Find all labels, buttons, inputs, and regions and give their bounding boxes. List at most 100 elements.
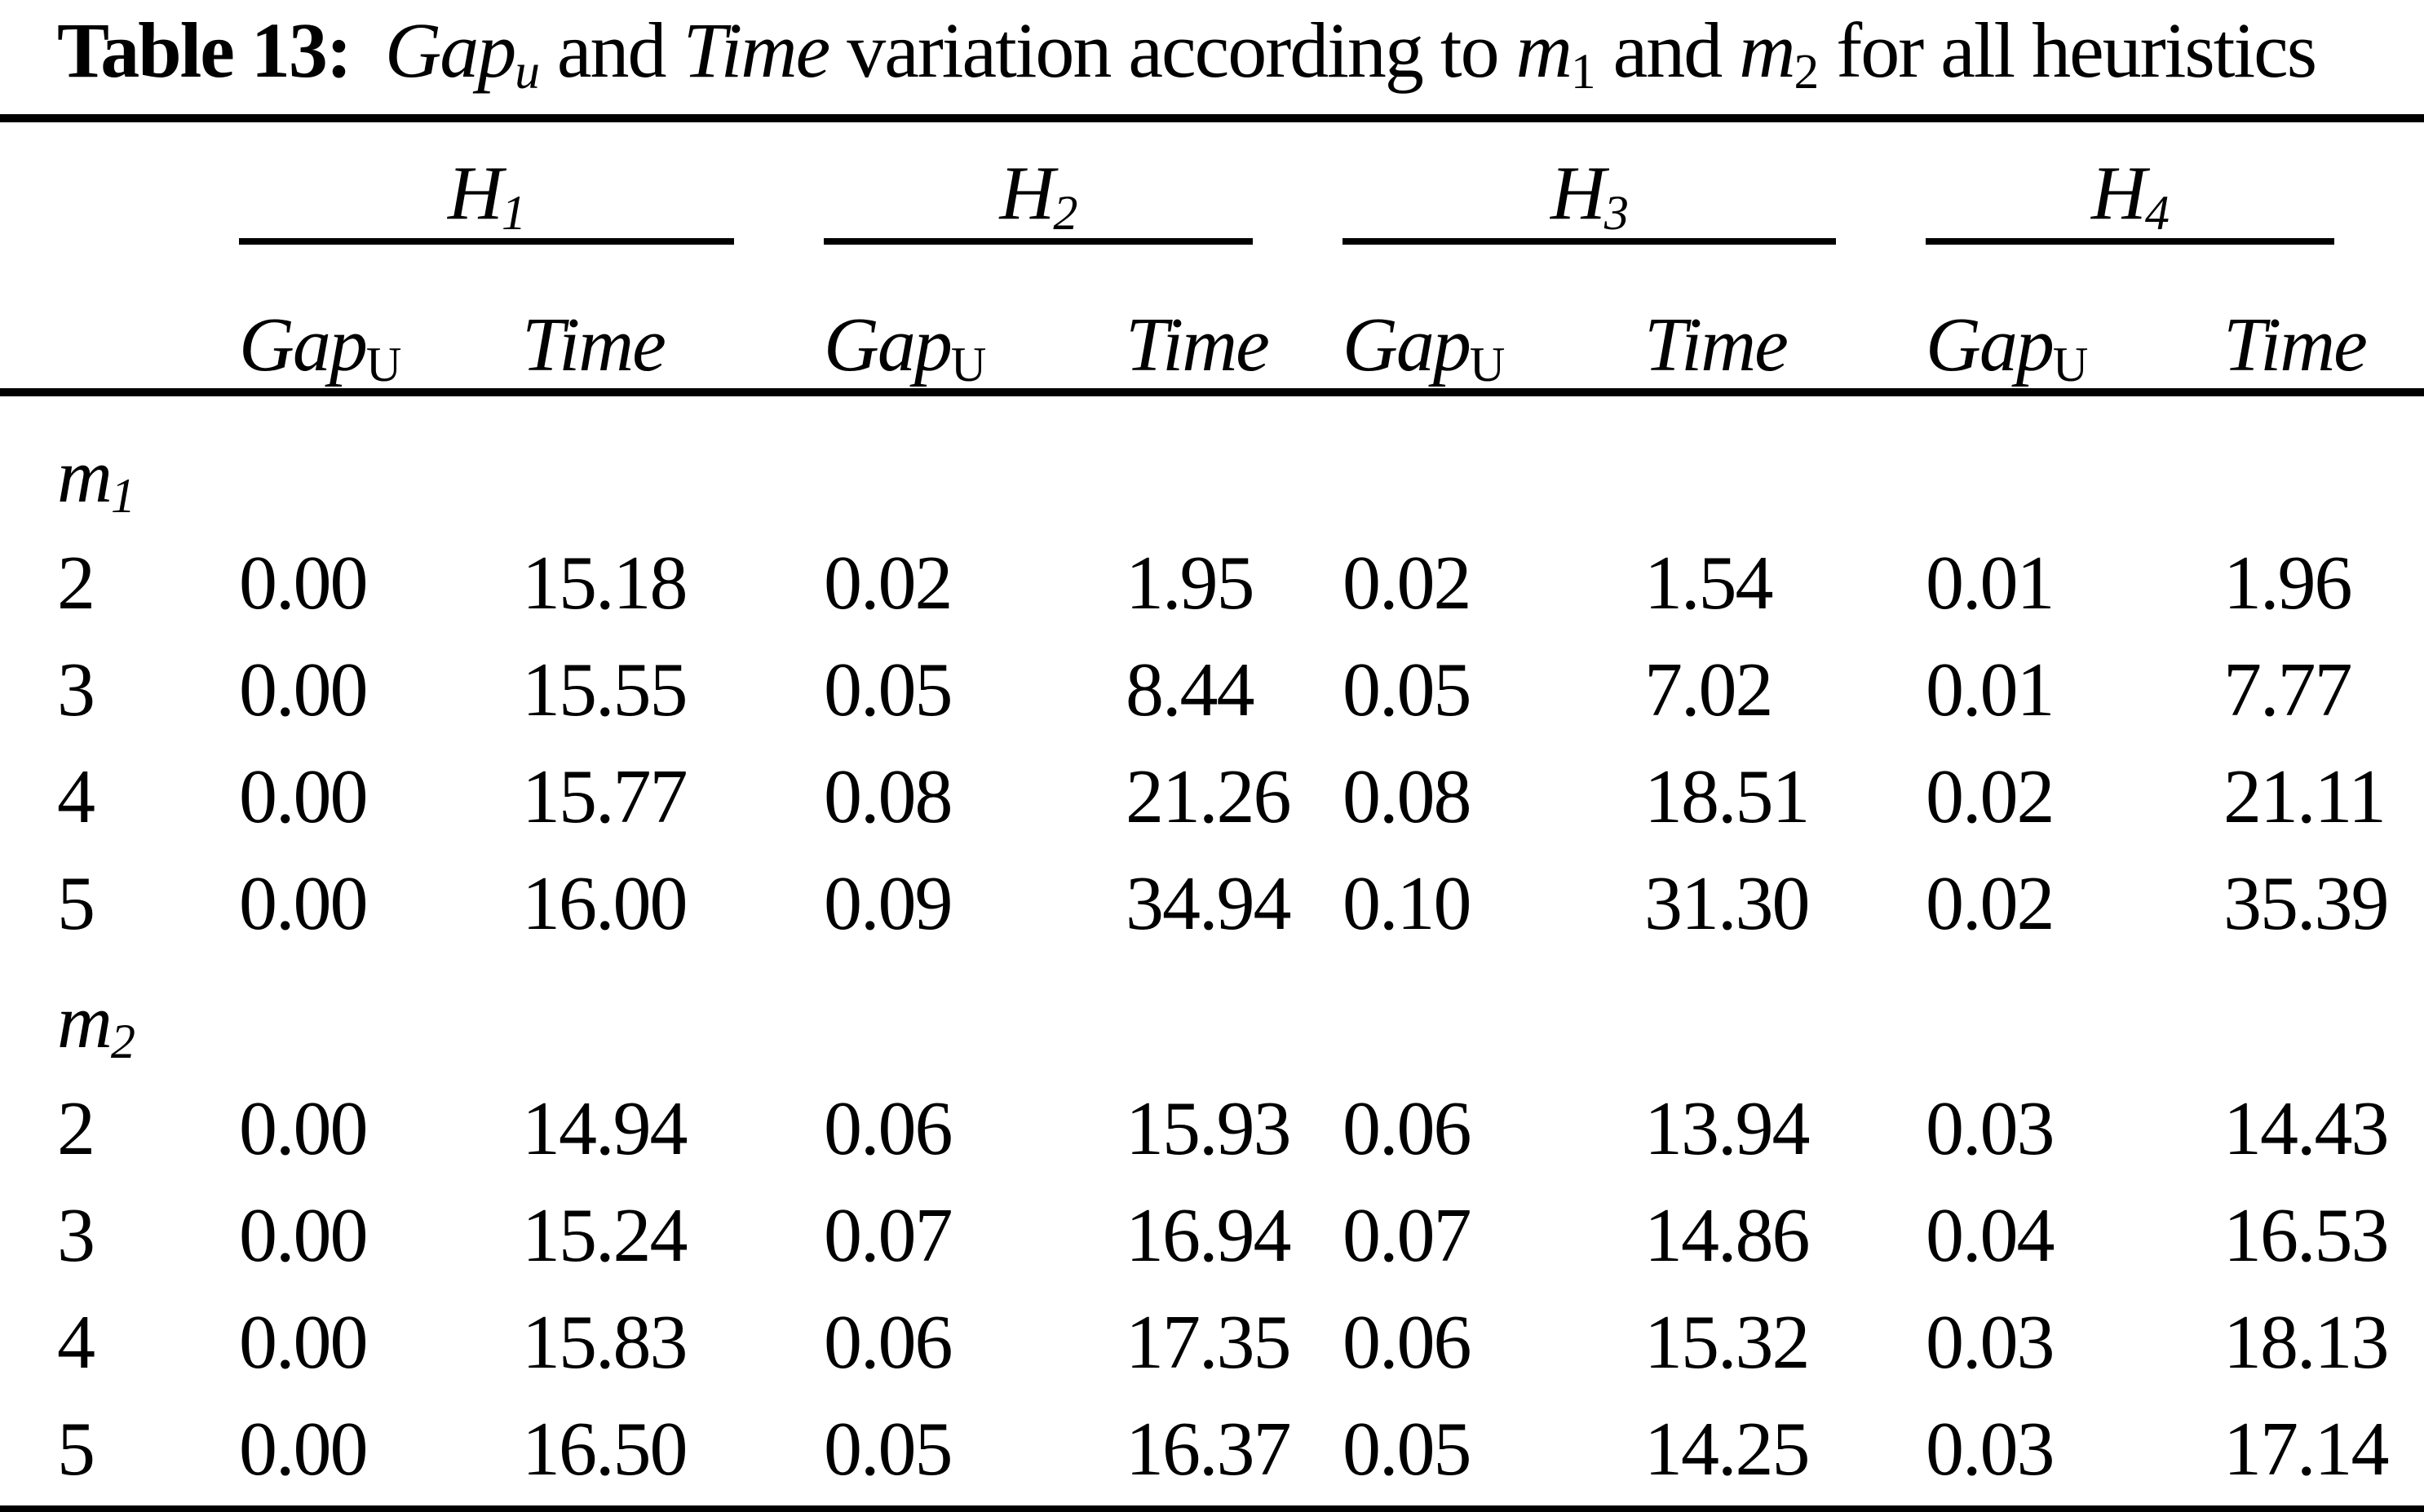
row-label: 5	[57, 861, 95, 946]
title-gap-subscript: u	[515, 43, 540, 99]
cell-h4-gap: 0.03	[1926, 1300, 2055, 1385]
group-h1-label: H	[448, 151, 503, 236]
section-header-m2: m2	[0, 942, 2424, 1067]
title-middle-text: variation according to	[829, 7, 1516, 94]
table-row-m2-2: 2 0.00 14.94 0.06 15.93 0.06 13.94 0.03 …	[0, 1060, 2424, 1167]
cell-h3-gap: 0.06	[1342, 1086, 1472, 1171]
cell-h1-time: 15.24	[522, 1193, 688, 1278]
cell-h4-gap: 0.03	[1926, 1407, 2055, 1492]
cell-h2-time: 16.94	[1126, 1193, 1292, 1278]
group-h3-label: H	[1550, 151, 1606, 236]
col-header-h3-gap: GapU	[1342, 245, 1644, 396]
group-header-h3-rule: H3	[1342, 155, 1836, 245]
cell-h2-gap: 0.05	[824, 1407, 953, 1492]
row-label: 3	[57, 1193, 95, 1278]
col-header-h1-gap: GapU	[239, 245, 522, 396]
cell-h4-time: 1.96	[2223, 541, 2353, 626]
cell-h2-time: 34.94	[1126, 861, 1292, 946]
cell-h4-time: 21.11	[2223, 754, 2386, 839]
results-table: H1 H2 H3 H4 GapU Time GapU Time GapU	[0, 114, 2424, 1512]
cell-h3-gap: 0.07	[1342, 1193, 1472, 1278]
cell-h4-gap: 0.02	[1926, 754, 2055, 839]
cell-h1-time: 15.55	[522, 648, 688, 732]
col-header-h2-time: Time	[1126, 245, 1342, 396]
gap-label: Gap	[1342, 303, 1471, 387]
group-h4-label: H	[2091, 151, 2147, 236]
time-label: Time	[2223, 303, 2368, 387]
cell-h3-time: 31.30	[1644, 861, 1811, 946]
cell-h1-gap: 0.00	[239, 1193, 369, 1278]
gap-subscript: U	[950, 338, 986, 393]
cell-h3-gap: 0.10	[1342, 861, 1472, 946]
gap-label: Gap	[239, 303, 368, 387]
cell-h2-gap: 0.09	[824, 861, 953, 946]
cell-h1-gap: 0.00	[239, 1407, 369, 1492]
row-label: 4	[57, 754, 95, 839]
cell-h1-time: 14.94	[522, 1086, 688, 1171]
m2-subscript: 2	[110, 1015, 135, 1070]
row-label: 3	[57, 648, 95, 732]
group-h1-subscript: 1	[501, 186, 526, 241]
m2-label: m	[57, 979, 113, 1064]
gap-subscript: U	[2052, 338, 2088, 393]
cell-h1-time: 15.83	[522, 1300, 688, 1385]
cell-h3-time: 7.02	[1644, 648, 1774, 732]
row-label: 2	[57, 1086, 95, 1171]
title-table-number: Table 13:	[57, 7, 352, 94]
cell-h3-time: 13.94	[1644, 1086, 1811, 1171]
cell-h3-gap: 0.05	[1342, 648, 1472, 732]
cell-h4-time: 7.77	[2223, 648, 2353, 732]
cell-h2-time: 17.35	[1126, 1300, 1292, 1385]
cell-h2-time: 16.37	[1126, 1407, 1292, 1492]
cell-h3-gap: 0.08	[1342, 754, 1472, 839]
col-header-h4-gap: GapU	[1926, 245, 2223, 396]
cell-h4-time: 17.14	[2223, 1407, 2390, 1492]
group-h2-subscript: 2	[1053, 186, 1077, 241]
cell-h2-time: 8.44	[1126, 648, 1255, 732]
title-and-1: and	[538, 7, 683, 94]
table-row-m1-2: 2 0.00 15.18 0.02 1.95 0.02 1.54 0.01 1.…	[0, 515, 2424, 621]
group-header-h2: H2	[824, 118, 1342, 245]
group-header-h1: H1	[239, 118, 824, 245]
heuristic-group-header-row: H1 H2 H3 H4	[0, 118, 2424, 245]
cell-h2-gap: 0.06	[824, 1300, 953, 1385]
group-header-h3: H3	[1342, 118, 1926, 245]
cell-h3-time: 15.32	[1644, 1300, 1811, 1385]
cell-h2-time: 21.26	[1126, 754, 1292, 839]
gap-label: Gap	[1926, 303, 2055, 387]
title-gap-term: Gap	[384, 7, 516, 94]
table-row-m1-3: 3 0.00 15.55 0.05 8.44 0.05 7.02 0.01 7.…	[0, 621, 2424, 728]
table-row-m2-4: 4 0.00 15.83 0.06 17.35 0.06 15.32 0.03 …	[0, 1274, 2424, 1381]
cell-h4-time: 18.13	[2223, 1300, 2390, 1385]
cell-h2-gap: 0.08	[824, 754, 953, 839]
table-row-m2-3: 3 0.00 15.24 0.07 16.94 0.07 14.86 0.04 …	[0, 1167, 2424, 1274]
cell-h4-gap: 0.04	[1926, 1193, 2055, 1278]
time-label: Time	[522, 303, 666, 387]
gap-subscript: U	[1469, 338, 1505, 393]
col-header-h4-time: Time	[2223, 245, 2424, 396]
cell-h3-gap: 0.06	[1342, 1300, 1472, 1385]
time-label: Time	[1126, 303, 1270, 387]
cell-h1-time: 16.50	[522, 1407, 688, 1492]
title-m2-subscript: 2	[1794, 43, 1820, 99]
page-title: Table 13: Gapu and Time variation accordi…	[57, 3, 2317, 99]
section-header-m1: m1	[0, 392, 2424, 521]
cell-h3-time: 1.54	[1644, 541, 1774, 626]
cell-h1-gap: 0.00	[239, 648, 369, 732]
title-m1-subscript: 1	[1570, 43, 1596, 99]
group-header-h4: H4	[1926, 118, 2424, 245]
title-m1-term: m	[1515, 7, 1573, 94]
cell-h4-time: 35.39	[2223, 861, 2390, 946]
cell-h1-time: 15.18	[522, 541, 688, 626]
section-label-m1: m1	[0, 392, 2424, 521]
cell-h4-time: 16.53	[2223, 1193, 2390, 1278]
group-h2-label: H	[999, 151, 1055, 236]
cell-h3-time: 14.86	[1644, 1193, 1811, 1278]
row-label: 4	[57, 1300, 95, 1385]
m1-subscript: 1	[110, 469, 135, 524]
cell-h2-gap: 0.07	[824, 1193, 953, 1278]
cell-h4-gap: 0.02	[1926, 861, 2055, 946]
title-and-2: and	[1595, 7, 1740, 94]
col-header-h1-time: Time	[522, 245, 824, 396]
